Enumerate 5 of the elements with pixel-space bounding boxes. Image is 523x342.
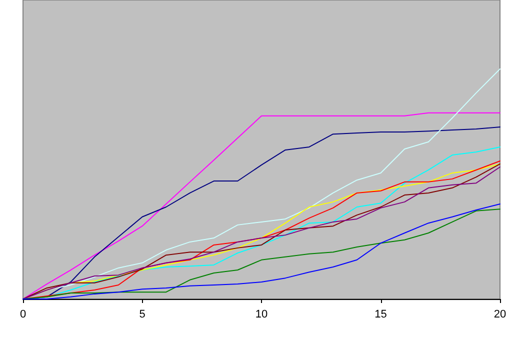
- x-tick-label: 10: [255, 308, 268, 320]
- x-tick-label: 5: [139, 308, 146, 320]
- x-tick-label: 15: [374, 308, 387, 320]
- x-tick-label: 20: [494, 308, 506, 320]
- x-tick-label: 0: [20, 308, 26, 320]
